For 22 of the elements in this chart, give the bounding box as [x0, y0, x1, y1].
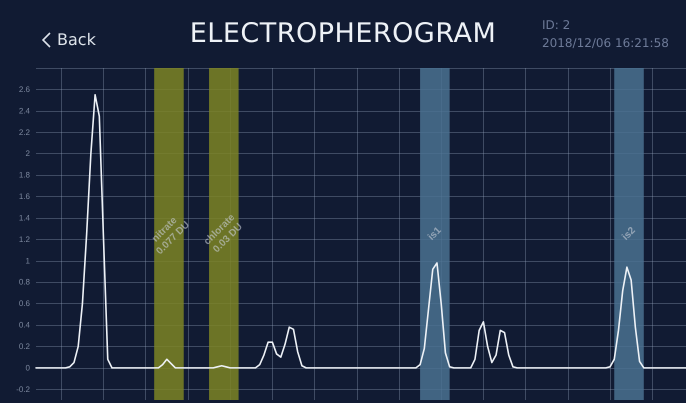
y-tick-label: 0.8 [18, 278, 31, 287]
chart-title: ELECTROPHEROGRAM [190, 18, 496, 49]
y-tick-label: 0 [26, 363, 31, 372]
y-tick-label: 0.2 [18, 342, 31, 351]
annotation: is1 [426, 224, 444, 243]
line-series [35, 94, 686, 369]
y-tick-label: 1.4 [18, 213, 31, 222]
annotation: is2 [620, 224, 638, 243]
y-tick-label: 1.8 [18, 170, 31, 180]
y-tick-label: -0.2 [16, 384, 31, 394]
y-tick-label: 1.2 [18, 234, 31, 244]
y-tick-label: 2.4 [18, 106, 31, 116]
text: 2018/12/06 16:21:58 [542, 35, 669, 52]
y-tick-label: 2 [26, 149, 31, 158]
text: ID: 2 [542, 17, 572, 34]
y-tick-label: 1.6 [18, 192, 31, 202]
text: Back [57, 30, 96, 49]
y-tick-label: 2.6 [18, 84, 31, 94]
y-tick-label: 1 [26, 256, 31, 266]
y-tick-label: 0.6 [18, 299, 31, 308]
y-tick-label: 2.2 [18, 128, 31, 137]
y-tick-label: 0.4 [18, 320, 31, 330]
